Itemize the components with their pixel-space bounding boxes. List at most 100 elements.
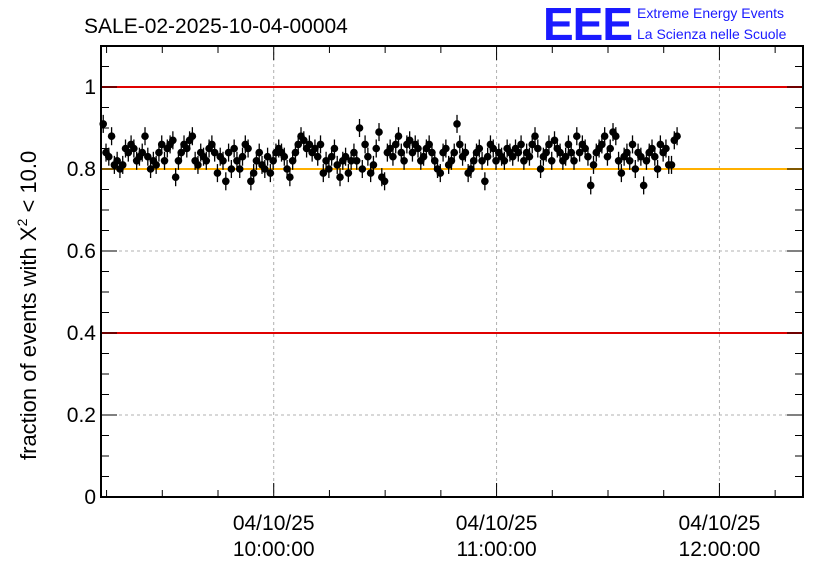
data-point (461, 148, 470, 157)
data-point (517, 140, 525, 149)
data-point (631, 165, 640, 173)
reference-lines (101, 86, 803, 334)
data-point (333, 161, 342, 169)
x-tick-label-time: 12:00:00 (679, 538, 761, 561)
data-point (358, 165, 367, 173)
data-point (520, 157, 528, 165)
data-point (305, 140, 314, 149)
data-point (469, 157, 478, 165)
data-point (575, 148, 584, 157)
data-point (430, 157, 439, 165)
data-point (561, 152, 570, 161)
data-point (428, 148, 436, 157)
data-point (283, 165, 291, 173)
data-point (169, 136, 177, 145)
data-point (453, 120, 461, 128)
data-point (408, 148, 417, 157)
data-point (244, 144, 252, 153)
x-tick-labels: 04/10/25 10:00:00 04/10/25 11:00:00 04/10/25… (233, 512, 760, 561)
data-point (208, 140, 216, 149)
data-point (648, 144, 656, 153)
data-point (436, 169, 445, 177)
x-tick-label-time: 11:00:00 (456, 538, 536, 561)
data-point (113, 157, 121, 165)
data-point (534, 144, 542, 153)
x-tick-label-date: 04/10/25 (456, 512, 538, 535)
data-point (570, 157, 578, 165)
data-point (536, 165, 545, 173)
data-point (311, 144, 319, 153)
data-point (350, 148, 358, 157)
y-tick-label: 0.4 (67, 322, 97, 345)
data-point (252, 157, 261, 165)
data-point (105, 152, 113, 161)
logo-line-2: La Scienza nelle Scuole (637, 26, 787, 42)
data-point (152, 161, 160, 169)
logo-mark: EEE (543, 0, 632, 50)
data-point (628, 140, 637, 149)
data-point (456, 140, 464, 149)
data-point (545, 140, 553, 149)
y-tick-labels: 0 0.2 0.4 0.6 0.8 1 (67, 76, 97, 509)
data-point (542, 148, 550, 157)
data-point (361, 140, 369, 149)
data-point (336, 173, 344, 181)
data-point (247, 177, 255, 186)
data-point (347, 157, 355, 165)
data-point (386, 144, 394, 153)
data-point (219, 157, 227, 165)
data-point (586, 181, 595, 190)
data-point (322, 157, 330, 165)
data-point (286, 173, 294, 181)
data-point (614, 157, 623, 165)
data-point (238, 152, 247, 161)
data-point (327, 152, 336, 161)
data-point (667, 161, 676, 169)
data-point (288, 157, 297, 165)
data-point (233, 157, 241, 165)
data-point (138, 148, 147, 157)
data-point (414, 144, 422, 153)
data-point (261, 165, 269, 173)
data-point (584, 152, 592, 161)
data-point (637, 152, 645, 161)
data-point (483, 152, 492, 161)
data-point (653, 165, 662, 173)
data-point (581, 144, 589, 153)
data-point (656, 140, 665, 149)
plot-frame (100, 45, 804, 498)
data-point (662, 144, 670, 153)
data-point (124, 148, 133, 157)
data-point (606, 144, 615, 153)
data-point (389, 152, 397, 161)
data-point (300, 136, 308, 145)
data-point (269, 157, 277, 165)
y-tick-label: 0 (84, 486, 96, 509)
data-point (447, 157, 456, 165)
data-point (528, 140, 537, 149)
data-point (612, 132, 620, 140)
data-point (450, 148, 459, 157)
data-point (625, 157, 634, 165)
data-point (202, 157, 211, 165)
data-point (475, 144, 484, 153)
data-point (266, 169, 275, 177)
data-point (394, 132, 403, 140)
data-point (155, 148, 163, 157)
data-point (567, 148, 576, 157)
x-tick-label-time: 10:00:00 (233, 538, 315, 561)
data-point (589, 161, 598, 169)
data-point (227, 165, 236, 173)
data-point (651, 152, 659, 161)
data-point (294, 140, 303, 149)
chart-title: SALE-02-2025-10-04-00004 (84, 15, 348, 38)
data-point (157, 140, 166, 149)
data-point (391, 140, 400, 149)
data-point (492, 157, 500, 165)
data-point (550, 136, 559, 145)
data-point (598, 140, 606, 149)
data-point (525, 152, 534, 161)
data-point (355, 124, 364, 132)
data-point (213, 169, 222, 177)
data-point (489, 144, 498, 153)
